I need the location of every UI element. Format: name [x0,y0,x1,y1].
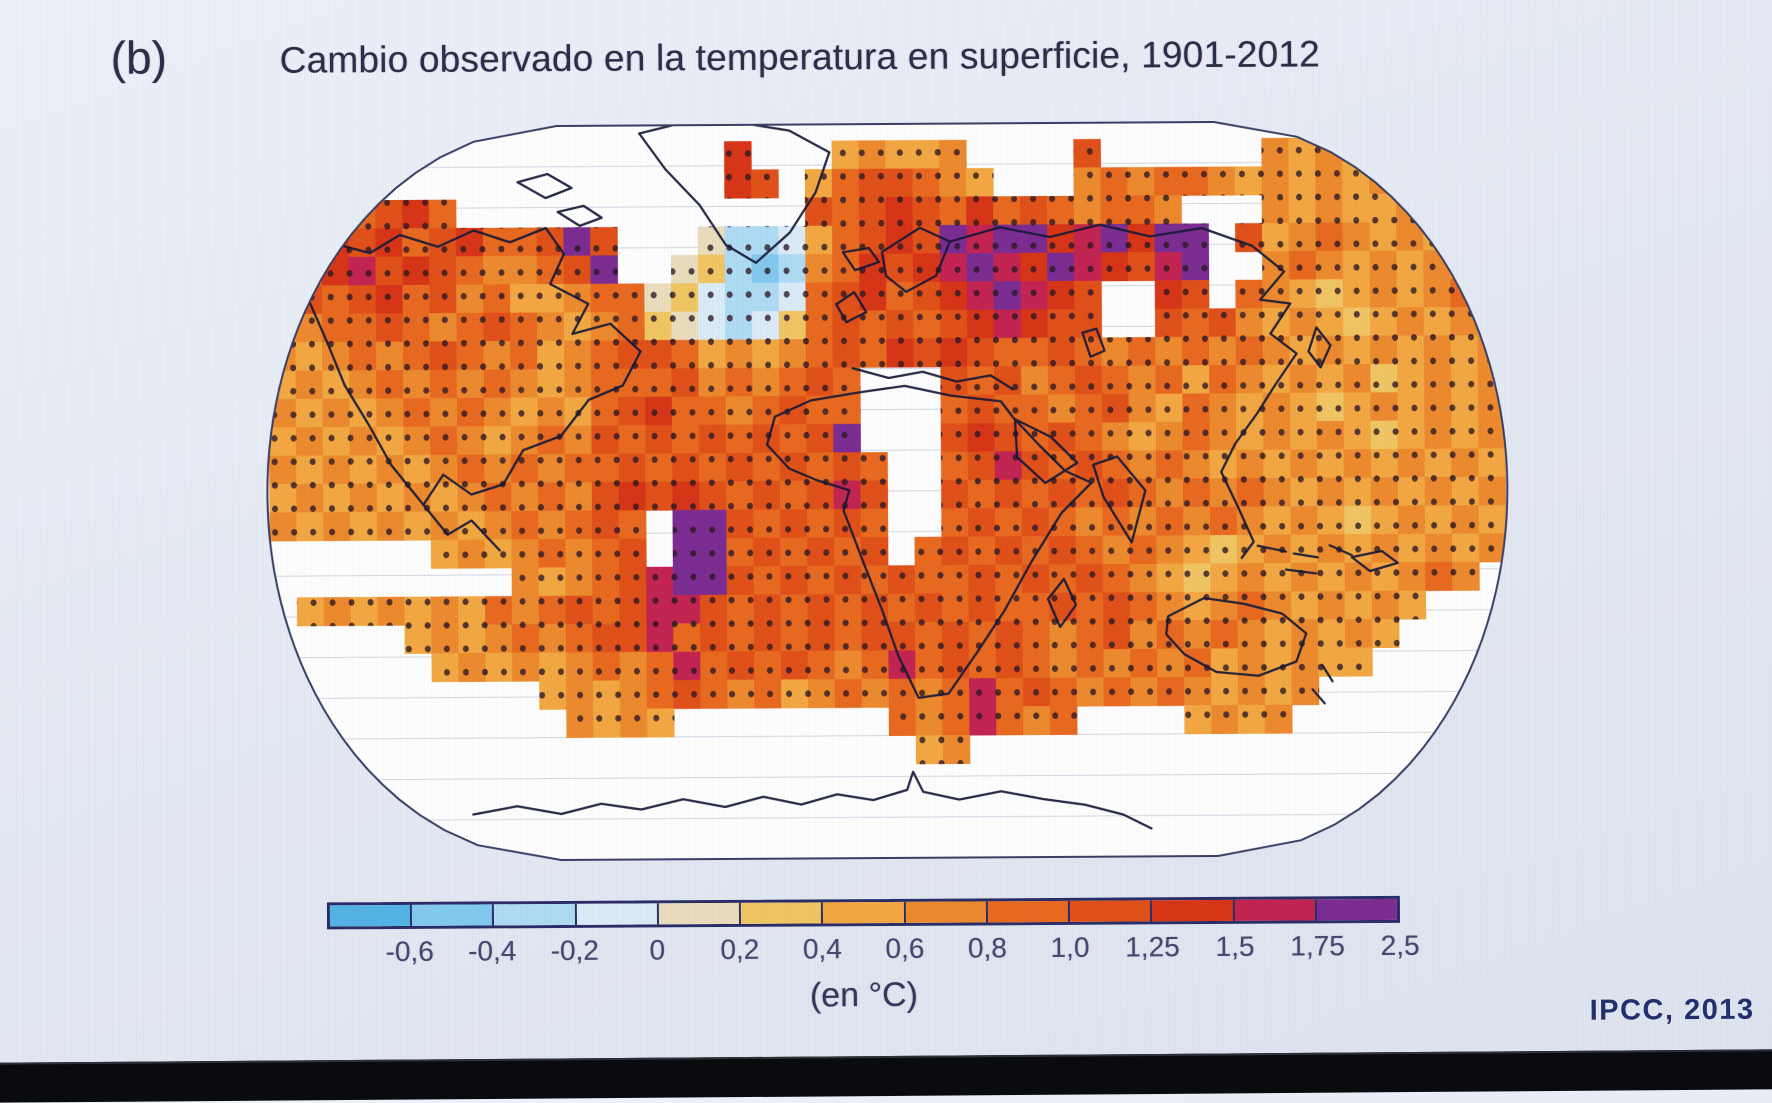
unit-label: (en °C) [809,975,919,1015]
legend-cell [741,902,824,924]
color-scale-tick-labels: -0,6 -0,4 -0,2 0 0,2 0,4 0,6 0,8 1,0 1,25 1,5 1,75 2… [327,930,1419,971]
legend-tick-label: 1,5 [1215,930,1255,962]
coast-arabia [1013,418,1079,485]
coast-antarctica [472,770,1153,830]
source-attribution: IPCC, 2013 [1589,993,1755,1027]
legend-tick-label: 2,5 [1380,929,1420,961]
coast-british-isles [835,291,868,324]
legend-tick-label: 0,2 [720,933,760,966]
legend-tick-label: 1,0 [1050,931,1090,964]
coast-scandinavia [880,226,951,294]
coast-japan [1307,326,1332,369]
coast-asia [948,223,1298,474]
legend-tick-label: 0 [649,934,666,966]
legend-cell [412,904,495,926]
coast-southeast-asia [1220,470,1255,559]
legend-cell [329,904,413,927]
coast-new-zealand [1311,664,1334,705]
legend-cell [987,900,1071,923]
legend-tick-label: -0,4 [468,935,517,967]
coast-australia [1165,596,1308,677]
legend-cell [1316,898,1398,921]
legend-cell [658,902,742,925]
coast-iceland [841,246,881,272]
legend-tick-label: 1,75 [1290,930,1345,962]
map-frame-outline [266,120,1509,861]
coast-caspian-sea [1081,327,1106,358]
coast-madagascar [1046,577,1078,629]
legend-cell [823,901,906,924]
coast-arctic-island [516,172,573,200]
coast-mediterranean [851,367,1014,391]
coast-africa [765,384,1093,699]
legend-tick-label: 0,8 [967,932,1008,964]
legend-tick-label: 0,4 [802,933,842,965]
legend-tick-label: 0,6 [885,932,925,965]
legend-cell [1069,900,1153,922]
coast-india [1092,455,1147,544]
coast-north-america [293,226,642,552]
legend-tick-label: 1,25 [1125,931,1180,963]
legend-cell [905,901,988,923]
significance-stipple-dots [267,137,1507,765]
coast-north-america-west [293,264,425,506]
legend-tick-label: -0,2 [550,934,599,967]
coast-indonesia [1256,544,1353,575]
coast-arctic-island [556,204,603,228]
coast-new-guinea [1350,549,1399,573]
legend-tick-label: -0,6 [385,935,434,968]
legend-cell [576,903,659,925]
legend-cell [1152,899,1235,922]
legend-cell [494,903,577,926]
legend-cell [1234,899,1317,921]
